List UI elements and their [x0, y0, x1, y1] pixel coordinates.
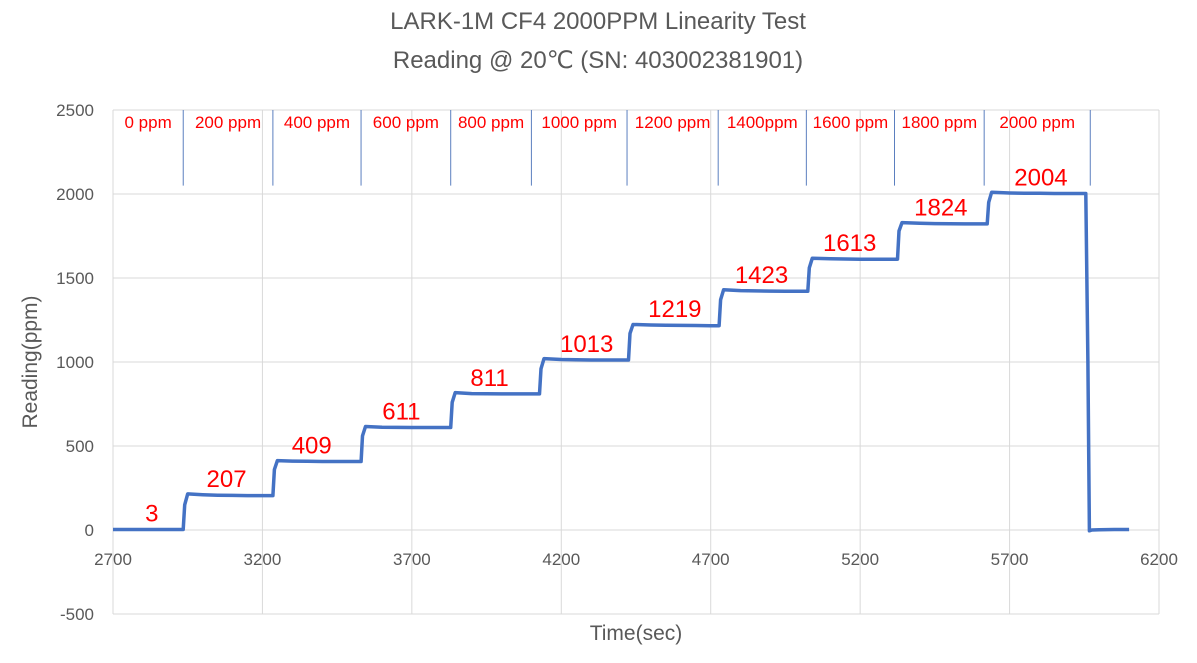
- y-tick-label: 500: [66, 437, 94, 456]
- concentration-label: 0 ppm: [124, 113, 171, 132]
- step-value-label: 1219: [648, 296, 701, 323]
- y-tick-label: 1500: [56, 269, 94, 288]
- x-tick-label: 4200: [542, 550, 580, 569]
- step-value-label: 1013: [560, 331, 613, 358]
- concentration-label: 400 ppm: [284, 113, 350, 132]
- step-value-label: 611: [382, 398, 420, 425]
- concentration-label: 2000 ppm: [999, 113, 1075, 132]
- step-value-label: 2004: [1014, 164, 1067, 191]
- concentration-label: 1600 ppm: [813, 113, 889, 132]
- step-value-label: 409: [292, 432, 332, 459]
- concentration-label: 600 ppm: [373, 113, 439, 132]
- concentration-label: 1200 ppm: [635, 113, 711, 132]
- y-tick-label: -500: [60, 605, 94, 624]
- x-tick-label: 6200: [1140, 550, 1178, 569]
- x-axis-title: Time(sec): [590, 622, 683, 645]
- y-tick-label: 2500: [56, 101, 94, 120]
- step-value-label: 1613: [823, 230, 876, 257]
- grid: [112, 109, 1160, 615]
- step-value-label: 1423: [735, 262, 788, 289]
- data-labels: 0 ppm 200 ppm 400 ppm 600 ppm 800 ppm 1000 pp…: [124, 113, 1075, 527]
- y-tick-label: 1000: [56, 353, 94, 372]
- x-tick-label: 4700: [692, 550, 730, 569]
- x-tick-label: 3200: [244, 550, 282, 569]
- concentration-label: 800 ppm: [458, 113, 524, 132]
- step-value-label: 1824: [914, 195, 967, 222]
- concentration-label: 1800 ppm: [902, 113, 978, 132]
- step-value-label: 811: [470, 365, 508, 392]
- chart-subtitle: Reading @ 20℃ (SN: 403002381901): [393, 47, 803, 74]
- x-tick-label: 3700: [393, 550, 431, 569]
- y-tick-label: 0: [85, 521, 94, 540]
- concentration-label: 1000 ppm: [541, 113, 617, 132]
- series-line: [113, 190, 1130, 533]
- concentration-label: 1400ppm: [727, 113, 798, 132]
- chart-title: LARK-1M CF4 2000PPM Linearity Test: [390, 8, 806, 35]
- step-value-label: 207: [207, 466, 247, 493]
- x-tick-label: 5700: [991, 550, 1029, 569]
- x-tick-label: 5200: [841, 550, 879, 569]
- x-tick-label: 2700: [94, 550, 132, 569]
- concentration-markers: [182, 110, 1091, 186]
- tick-labels: 2500 2000 1500 1000 500 0 -500 2700 3200 3700 4200…: [56, 101, 1178, 624]
- y-axis-title: Reading(ppm): [19, 295, 42, 428]
- concentration-label: 200 ppm: [195, 113, 261, 132]
- step-value-label: 3: [145, 500, 158, 527]
- y-tick-label: 2000: [56, 185, 94, 204]
